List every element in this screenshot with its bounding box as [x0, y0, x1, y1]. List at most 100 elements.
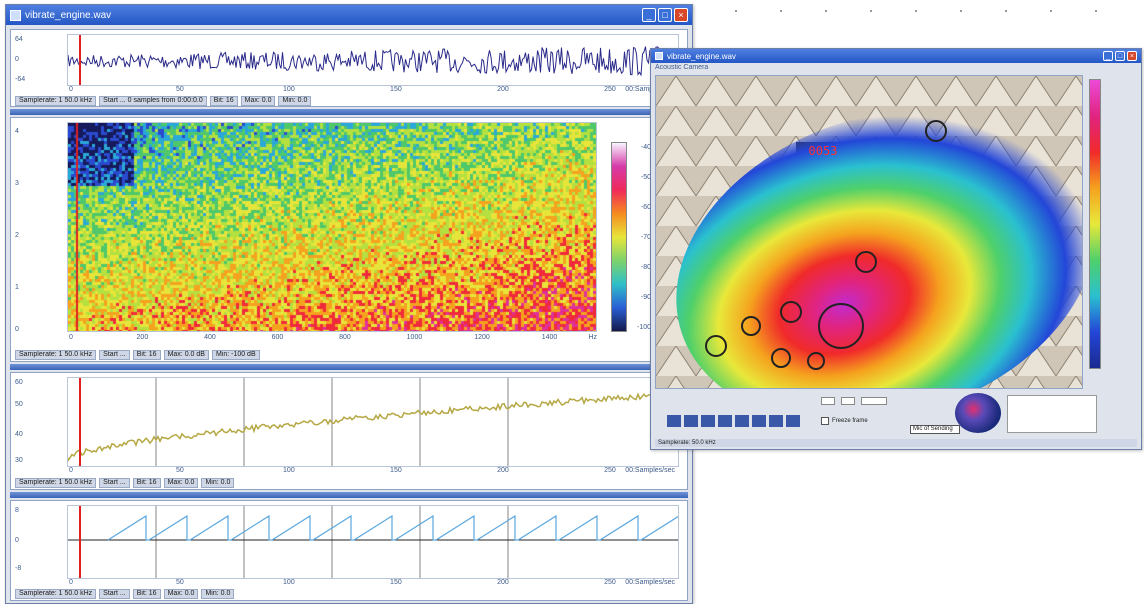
- x-tick-label: 250: [604, 467, 616, 474]
- minimize-icon[interactable]: _: [642, 8, 656, 22]
- x-tick-label: 250: [604, 579, 616, 586]
- status-field: Min: 0.0: [278, 96, 312, 106]
- y-label: 2: [15, 232, 19, 239]
- spectrogram-pane: 4 3 2 1 0 -40 -50 -60 -70 -80 -90 -100 0 200 400…: [10, 117, 688, 362]
- colorbar-label: -90: [640, 294, 651, 301]
- y-label: 0: [15, 326, 19, 333]
- status-field: Samplerate: 1 50.0 kHz: [15, 478, 97, 488]
- camera-view[interactable]: 0053: [655, 75, 1083, 389]
- y-label: 60: [15, 379, 23, 386]
- status-field: Min: 0.0: [201, 589, 235, 599]
- y-label: -64: [15, 76, 26, 83]
- minimize-icon[interactable]: _: [1103, 51, 1113, 61]
- status-field: Min: -100 dB: [211, 350, 260, 360]
- status-field: Bit: 16: [132, 589, 161, 599]
- maximize-icon[interactable]: □: [658, 8, 672, 22]
- x-axis-label: Hz: [588, 334, 597, 341]
- app-icon: [655, 52, 663, 60]
- x-tick-label: 50: [176, 467, 184, 474]
- camera-colorbar: [1089, 79, 1101, 369]
- skip-start-icon[interactable]: [667, 415, 681, 427]
- x-tick-label: 100: [283, 86, 295, 93]
- param-field[interactable]: [841, 397, 855, 405]
- y-label: 3: [15, 180, 19, 187]
- level-plot[interactable]: [67, 377, 679, 467]
- x-tick-label: 600: [271, 334, 284, 341]
- x-tick-label: 250: [604, 86, 616, 93]
- x-tick-label: 0: [69, 86, 73, 93]
- playback-controls: Freeze frame Mic of Sending: [655, 393, 1135, 435]
- step-forward-icon[interactable]: [769, 415, 783, 427]
- background-dots: [735, 10, 1130, 14]
- play-icon[interactable]: [752, 415, 766, 427]
- status-field: Max: 0.0 dB: [163, 350, 209, 360]
- pause-icon[interactable]: [735, 415, 749, 427]
- freeze-checkbox-label: Freeze frame: [832, 418, 868, 424]
- y-label: 50: [15, 401, 23, 408]
- pane-separator[interactable]: [10, 492, 688, 498]
- y-label: 30: [15, 457, 23, 464]
- freeze-checkbox[interactable]: [821, 417, 829, 425]
- status-field: Samplerate: 1 50.0 kHz: [15, 96, 97, 106]
- param-field[interactable]: [821, 397, 835, 405]
- mic-input-text: Mic of Sending: [913, 426, 953, 432]
- status-field: Start ...: [99, 589, 130, 599]
- x-tick-label: 800: [339, 334, 351, 341]
- param-field[interactable]: [861, 397, 887, 405]
- colorbar-label: -70: [640, 234, 651, 241]
- status-field: Bit: 16: [132, 350, 161, 360]
- pane-separator[interactable]: [10, 109, 688, 115]
- close-icon[interactable]: ×: [1127, 51, 1137, 61]
- x-tick-label: 1000: [406, 334, 423, 341]
- pane-separator[interactable]: [10, 364, 688, 370]
- colorbar: [611, 142, 627, 332]
- stop-icon[interactable]: [718, 415, 732, 427]
- status-field: Samplerate: 1 50.0 kHz: [15, 589, 97, 599]
- info-panel: [1007, 395, 1097, 433]
- mic-input[interactable]: Mic of Sending: [910, 425, 960, 434]
- waveform-trace: [68, 35, 678, 85]
- status-field: Bit: 16: [132, 478, 161, 488]
- status-field: Start ...: [99, 350, 130, 360]
- analyzer-window: vibrate_engine.wav _ □ × 64 0 -64 0 50 100…: [5, 4, 693, 604]
- skip-end-icon[interactable]: [786, 415, 800, 427]
- maximize-icon[interactable]: □: [1115, 51, 1125, 61]
- x-tick-label: 0: [69, 467, 73, 474]
- y-label: 4: [15, 128, 19, 135]
- level-pane: 60 50 40 30 0 50 100 150 200 250 00:Samples/se…: [10, 372, 688, 490]
- y-label: 64: [15, 36, 23, 43]
- x-tick-label: 400: [204, 334, 216, 341]
- rewind-icon[interactable]: [701, 415, 715, 427]
- colorbar-label: -80: [640, 264, 651, 271]
- level-trace: [68, 378, 678, 466]
- analyzer-titlebar: vibrate_engine.wav _ □ ×: [6, 5, 692, 25]
- x-tick-label: 100: [283, 579, 295, 586]
- x-tick-label: 0: [69, 579, 73, 586]
- waveform-plot[interactable]: [67, 34, 679, 86]
- sphere-preview: [955, 393, 1001, 433]
- step-back-icon[interactable]: [684, 415, 698, 427]
- spectrogram-plot[interactable]: [67, 122, 597, 332]
- x-axis-label: 00:Samples/sec: [625, 467, 675, 474]
- digital-readout: 0053: [808, 144, 838, 158]
- x-tick-label: 100: [283, 467, 295, 474]
- x-tick-label: 150: [390, 579, 402, 586]
- app-icon: [10, 9, 21, 21]
- sawtooth-plot[interactable]: [67, 505, 679, 579]
- heatmap-overlay: [656, 76, 1082, 388]
- camera-status-text: Samplerate: 50.0 kHz: [658, 440, 716, 446]
- status-field: Start ... 0 samples from 0:00:0.0: [99, 96, 207, 106]
- window-title: vibrate_engine.wav: [667, 51, 736, 61]
- camera-titlebar: vibrate_engine.wav _ □ ×: [651, 49, 1141, 63]
- y-label: -8: [15, 565, 22, 572]
- x-tick-label: 200: [497, 579, 509, 586]
- x-tick-label: 200: [136, 334, 149, 341]
- x-tick-label: 1200: [474, 334, 490, 341]
- x-axis-label: 00:Samples/sec: [625, 579, 675, 586]
- status-field: Samplerate: 1 50.0 kHz: [15, 350, 97, 360]
- x-tick-label: 150: [390, 467, 402, 474]
- y-label: 8: [15, 507, 19, 514]
- x-tick-label: 200: [497, 467, 509, 474]
- close-icon[interactable]: ×: [674, 8, 688, 22]
- status-field: Max: 0.0: [163, 478, 199, 488]
